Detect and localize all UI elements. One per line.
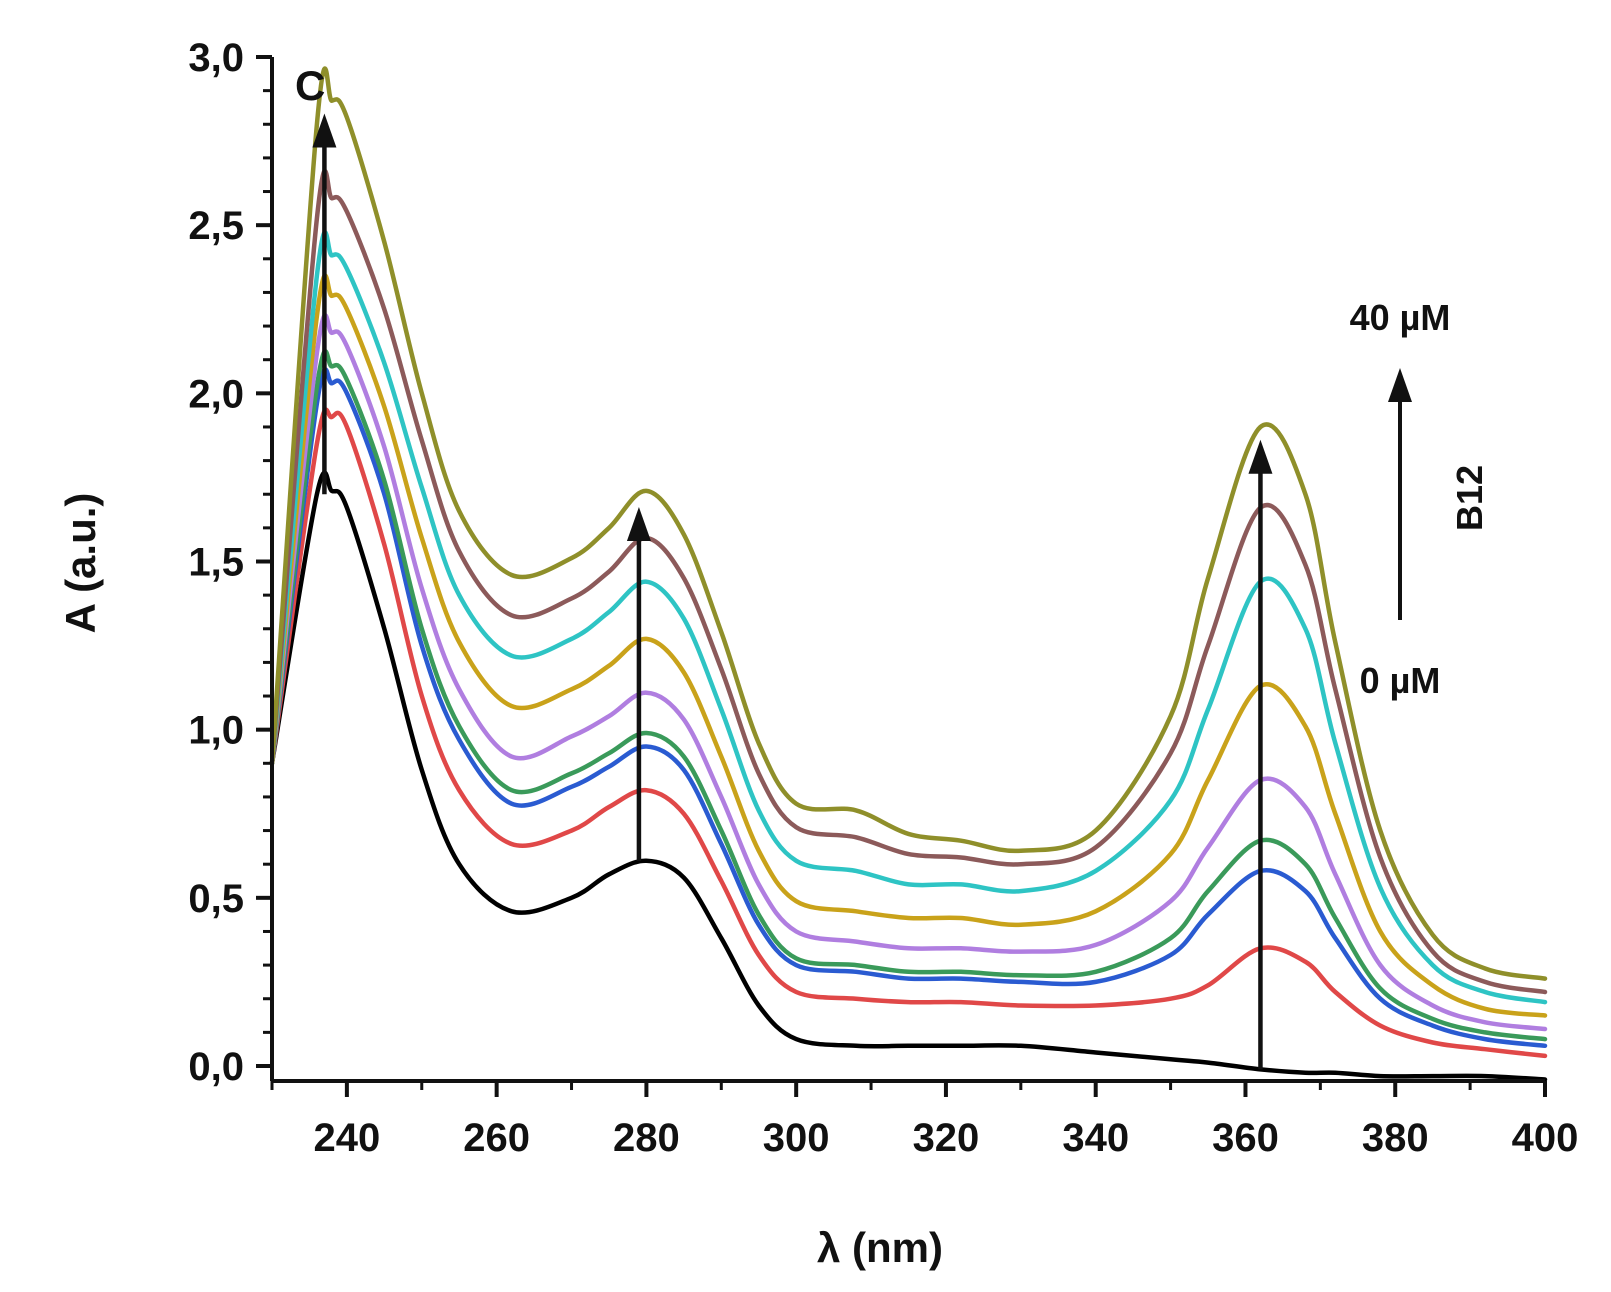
- x-tick-label: 320: [913, 1116, 980, 1160]
- series-line-1: [269, 407, 1548, 1059]
- axes-layer: 240 260 280 300 320 340 360 380 400 0,0 0,5 1,0 1,5…: [188, 36, 1578, 1160]
- x-axis-title: λ (nm): [817, 1224, 943, 1271]
- x-tick-label: 280: [613, 1116, 680, 1160]
- series-line-0: [269, 470, 1548, 1082]
- y-tick-label: 2,5: [188, 204, 244, 248]
- series-line-6: [269, 230, 1548, 1005]
- x-tick-label: 300: [763, 1116, 830, 1160]
- y-tick-label: 0,0: [188, 1045, 244, 1089]
- x-tick-label: 260: [463, 1116, 530, 1160]
- series-line-3: [269, 349, 1548, 1042]
- series-line-7: [269, 168, 1548, 995]
- series-line-5: [269, 273, 1548, 1018]
- peak-arrow-head: [1248, 439, 1273, 474]
- x-tick-label: 360: [1212, 1116, 1279, 1160]
- x-tick-label: 400: [1512, 1116, 1579, 1160]
- legend-bottom-label: 0 µM: [1360, 660, 1441, 701]
- x-tick-label: 340: [1062, 1116, 1129, 1160]
- arrow-layer: [312, 113, 1273, 1070]
- peak-arrow-head: [312, 113, 337, 148]
- y-axis-title: A (a.u.): [57, 493, 104, 634]
- y-tick-label: 1,0: [188, 709, 244, 753]
- x-ticks: 240 260 280 300 320 340 360 380 400: [270, 1081, 1579, 1160]
- panel-label: C: [295, 62, 325, 109]
- series-line-8: [269, 66, 1548, 981]
- y-tick-label: 1,5: [188, 541, 244, 585]
- series-line-4: [269, 312, 1548, 1032]
- y-ticks: 0,0 0,5 1,0 1,5 2,0 2,5 3,0: [188, 36, 272, 1089]
- peak-arrow-head: [626, 507, 651, 542]
- legend-side-label: B12: [1449, 465, 1490, 531]
- legend-arrow-head: [1388, 368, 1412, 402]
- series-line-2: [269, 367, 1548, 1049]
- legend-top-label: 40 µM: [1350, 297, 1451, 338]
- x-tick-label: 380: [1362, 1116, 1429, 1160]
- series-layer: [269, 66, 1548, 1082]
- concentration-legend-arrow: 40 µM B12 0 µM: [1350, 297, 1490, 701]
- y-tick-label: 0,5: [188, 877, 244, 921]
- y-tick-label: 3,0: [188, 36, 244, 80]
- y-tick-label: 2,0: [188, 372, 244, 416]
- x-tick-label: 240: [314, 1116, 381, 1160]
